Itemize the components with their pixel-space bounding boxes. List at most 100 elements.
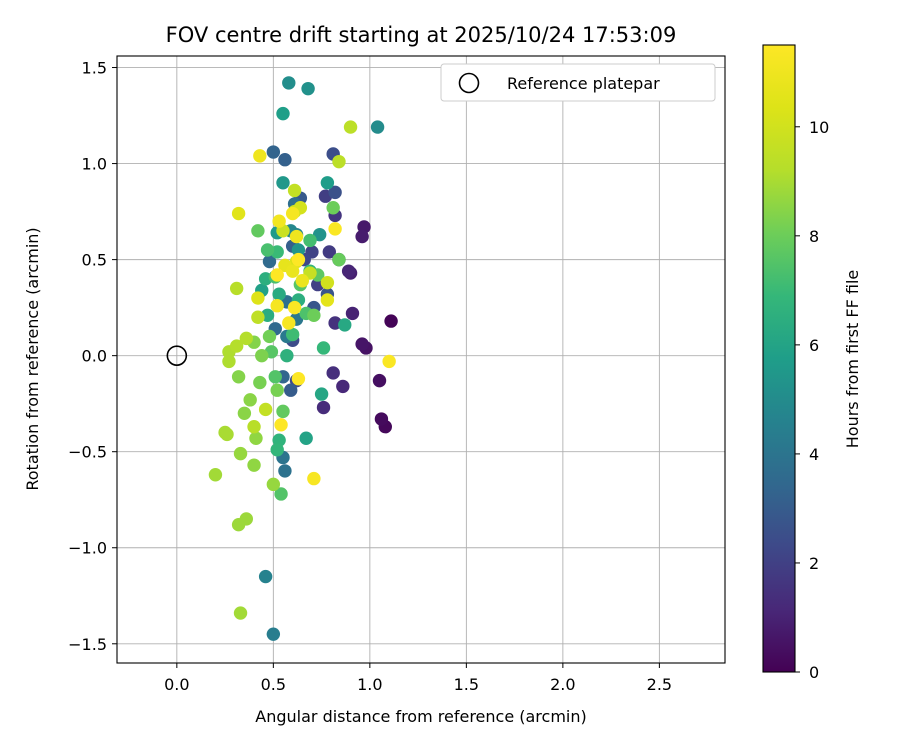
data-point: [282, 316, 296, 330]
data-point: [253, 375, 267, 390]
x-tick-label: 2.0: [550, 675, 575, 694]
y-axis-label: Rotation from reference (arcmin): [23, 227, 42, 490]
data-point: [303, 233, 317, 248]
data-point: [260, 243, 275, 257]
colorbar: 0 2 4 6 8 10 Hours from first FF file: [762, 44, 862, 682]
legend-box: [440, 63, 716, 102]
data-point: [384, 314, 398, 328]
data-point: [314, 387, 329, 401]
colorbar-ticks: 0 2 4 6 8 10: [795, 118, 829, 682]
data-point: [266, 627, 281, 641]
plot-frame: [116, 55, 726, 664]
data-point: [272, 287, 286, 301]
data-point: [251, 291, 265, 305]
data-point: [372, 373, 387, 388]
data-point: [345, 306, 360, 321]
x-tick-label: 1.0: [357, 675, 382, 694]
data-point: [320, 293, 335, 307]
data-point: [247, 420, 261, 434]
y-tick-label: −0.5: [68, 443, 107, 462]
data-point: [266, 477, 281, 492]
data-point: [237, 406, 252, 420]
x-tick-label: 2.5: [647, 675, 672, 694]
data-point: [255, 348, 269, 363]
data-point: [231, 206, 246, 221]
x-tick-label: 0.5: [261, 675, 286, 694]
data-point: [370, 120, 385, 134]
data-point: [268, 370, 282, 384]
y-tick-label: 1.5: [82, 59, 107, 78]
data-point: [382, 354, 396, 369]
y-axis-ticks: −1.5 −1.0 −0.5 0.0 0.5 1.0 1.5: [68, 59, 117, 654]
data-point: [222, 354, 236, 369]
reference-platepar-marker: [166, 345, 188, 366]
data-point: [208, 468, 223, 482]
data-point: [289, 229, 304, 244]
legend: Reference platepar: [440, 63, 716, 102]
data-point: [332, 154, 346, 169]
data-point: [307, 471, 321, 486]
data-point: [295, 274, 309, 288]
colorbar-tick-label: 4: [809, 445, 819, 464]
data-point: [231, 517, 246, 532]
x-axis-ticks: 0.0 0.5 1.0 1.5 2.0 2.5: [164, 663, 672, 694]
data-point: [320, 176, 335, 190]
data-point: [326, 366, 340, 380]
colorbar-gradient: [762, 44, 796, 673]
data-point: [270, 268, 284, 282]
data-point: [287, 183, 302, 198]
data-point: [291, 372, 306, 386]
scatter-points: [208, 76, 398, 641]
data-point: [343, 120, 358, 134]
x-axis-label: Angular distance from reference (arcmin): [255, 707, 586, 726]
data-point: [262, 329, 277, 344]
y-tick-label: −1.0: [68, 539, 107, 558]
data-point: [287, 300, 302, 315]
data-point: [276, 176, 290, 190]
data-point: [243, 393, 257, 407]
data-point: [229, 281, 244, 296]
data-point: [278, 464, 292, 478]
data-point: [270, 383, 284, 397]
data-point: [374, 412, 389, 426]
data-point: [231, 370, 246, 384]
data-point: [336, 379, 350, 394]
y-tick-label: 0.0: [82, 347, 107, 366]
colorbar-tick-label: 10: [809, 118, 829, 137]
y-tick-label: 0.5: [82, 251, 107, 270]
colorbar-tick-label: 6: [809, 336, 819, 355]
data-point: [282, 76, 296, 90]
data-point: [285, 264, 300, 278]
data-point: [258, 402, 273, 417]
data-point: [262, 254, 277, 269]
data-point: [355, 229, 369, 244]
data-point: [291, 252, 306, 267]
data-point: [276, 404, 290, 419]
data-point: [341, 264, 356, 278]
x-tick-label: 0.0: [164, 675, 189, 694]
data-point: [328, 185, 342, 200]
data-point: [274, 418, 288, 432]
data-point: [253, 149, 267, 163]
chart-title: FOV centre drift starting at 2025/10/24 …: [166, 23, 677, 47]
data-point: [247, 458, 261, 472]
data-point: [320, 275, 335, 290]
colorbar-tick-label: 0: [809, 663, 819, 682]
y-tick-label: −1.5: [68, 635, 107, 654]
data-point: [299, 431, 313, 445]
y-tick-label: 1.0: [82, 155, 107, 174]
data-point: [338, 318, 352, 332]
x-tick-label: 1.5: [454, 675, 479, 694]
data-point: [251, 310, 265, 324]
data-point: [285, 327, 300, 342]
data-point: [326, 201, 340, 215]
data-point: [220, 427, 234, 442]
colorbar-label: Hours from first FF file: [843, 270, 862, 449]
data-point: [266, 145, 281, 159]
gridlines: [117, 56, 725, 663]
data-point: [312, 227, 327, 242]
legend-marker-reference: [458, 72, 480, 94]
data-point: [316, 400, 331, 415]
data-point: [249, 431, 263, 445]
data-point: [280, 348, 294, 363]
